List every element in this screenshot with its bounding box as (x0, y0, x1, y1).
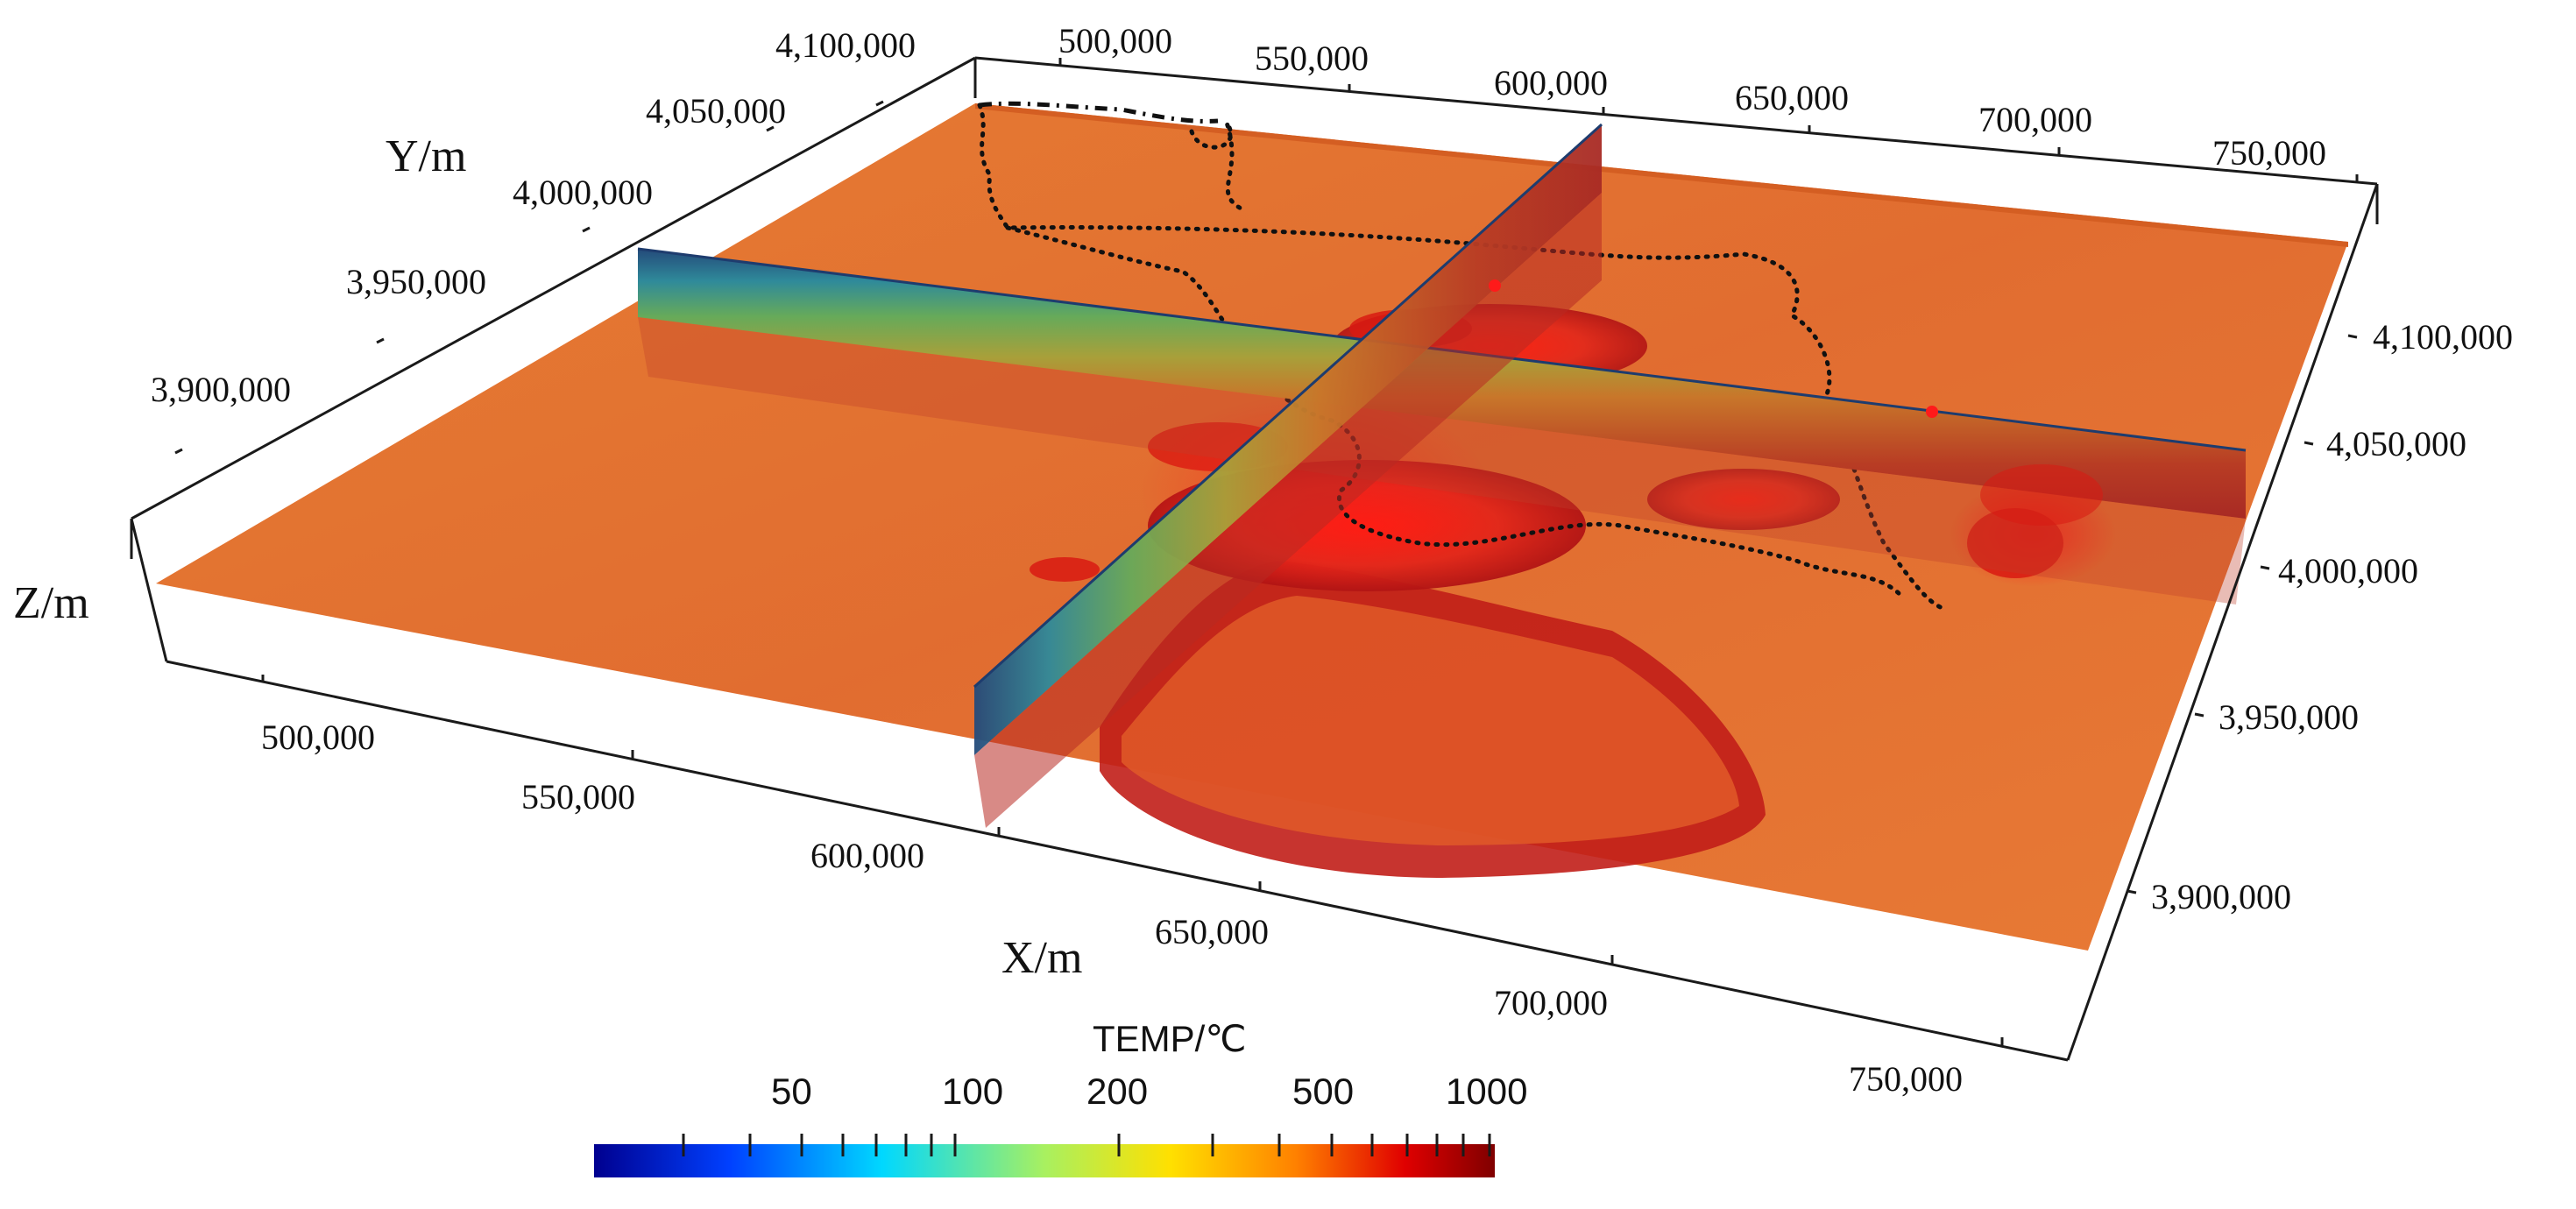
marker-point (1489, 279, 1501, 292)
x-top-tick-label: 750,000 (2212, 133, 2326, 173)
x-top-tick-label: 600,000 (1494, 63, 1608, 103)
x-top-tick-label: 700,000 (1978, 100, 2092, 139)
colorbar-label: 500 (1292, 1071, 1354, 1112)
x-tick-label: 750,000 (1849, 1059, 1963, 1099)
colorbar-label: 200 (1086, 1071, 1148, 1112)
bounding-box-front (130, 183, 2379, 1062)
y-right-tick-label: 3,950,000 (2219, 697, 2359, 737)
y-tick-label: 3,900,000 (151, 370, 291, 409)
y-axis-right (2127, 334, 2358, 894)
x-axis-top (1058, 58, 2359, 182)
colorbar-label: 100 (942, 1071, 1003, 1112)
x-top-tick-label: 500,000 (1058, 21, 1172, 60)
z-axis-title: Z/m (13, 578, 89, 628)
colorbar-label: 50 (771, 1071, 812, 1112)
y-tick-label: 4,000,000 (513, 173, 653, 212)
x-top-tick-label: 650,000 (1735, 78, 1849, 117)
region-boundary-line (977, 103, 1948, 612)
y-right-tick-label: 4,000,000 (2278, 551, 2418, 590)
colorbar-title: TEMP/℃ (1093, 1018, 1247, 1059)
y-right-tick-label: 3,900,000 (2151, 877, 2291, 916)
y-right-tick-label: 4,100,000 (2373, 317, 2513, 357)
bounding-box-back (130, 56, 2379, 559)
y-tick-label: 4,100,000 (775, 25, 916, 65)
colorbar: TEMP/℃ 50 100 200 500 1000 (594, 1018, 1527, 1177)
x-tick-label: 500,000 (261, 718, 375, 757)
colorbar-label: 1000 (1446, 1071, 1527, 1112)
marker-point (1926, 406, 1938, 418)
x-axis-title: X/m (1001, 933, 1082, 983)
x-top-tick-label: 550,000 (1255, 39, 1369, 78)
x-tick-label: 550,000 (521, 777, 635, 817)
x-tick-label: 600,000 (810, 836, 924, 875)
x-axis-front (261, 675, 2004, 1046)
y-tick-label: 3,950,000 (346, 262, 486, 301)
x-tick-label: 650,000 (1155, 912, 1269, 951)
colorbar-gradient (594, 1144, 1495, 1177)
cross-section-north-south (973, 123, 1603, 828)
y-axis-left (174, 100, 884, 455)
colorbar-ticks (682, 1134, 1491, 1156)
x-tick-label: 700,000 (1494, 983, 1608, 1022)
y-axis-title: Y/m (386, 131, 466, 181)
region-boundary-top (979, 101, 1219, 124)
y-tick-label: 4,050,000 (646, 91, 786, 131)
y-right-tick-label: 4,050,000 (2326, 424, 2466, 463)
